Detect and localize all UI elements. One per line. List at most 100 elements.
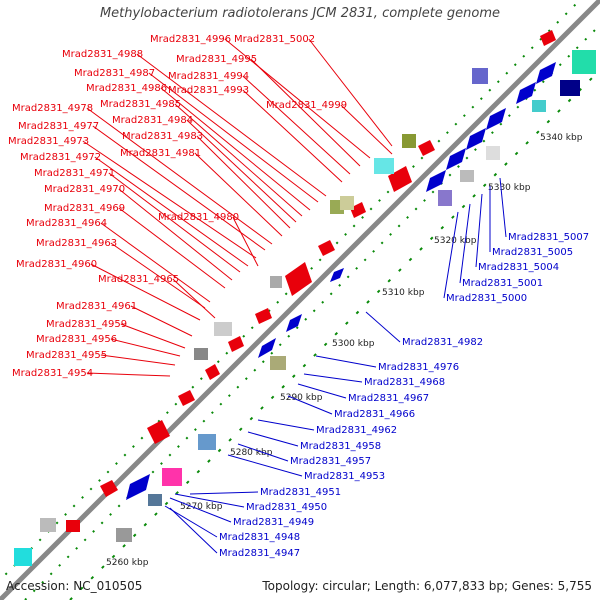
forward-gene-leader-line xyxy=(94,156,249,267)
gene-block xyxy=(148,494,162,506)
forward-gene-label: Mrad2831_4995 xyxy=(176,54,257,65)
forward-gene-leader-line xyxy=(108,172,241,273)
forward-gene-label: Mrad2831_4965 xyxy=(98,274,179,285)
forward-gene-label: Mrad2831_4981 xyxy=(120,148,201,159)
forward-gene-label: Mrad2831_4961 xyxy=(56,301,137,312)
gene-block xyxy=(472,68,488,84)
gene-block xyxy=(116,528,132,542)
reverse-gene-leader-line xyxy=(499,177,507,238)
reverse-gene-leader-line xyxy=(257,419,315,431)
reverse-gene-label: Mrad2831_4966 xyxy=(334,409,415,420)
reverse-gene-label: Mrad2831_4950 xyxy=(246,502,327,513)
gene-block xyxy=(270,276,282,288)
reverse-gene-leader-line xyxy=(443,211,459,299)
forward-gene-label: Mrad2831_4964 xyxy=(26,218,107,229)
gene-block xyxy=(228,336,244,352)
gene-block xyxy=(126,474,150,500)
forward-gene-label: Mrad2831_4984 xyxy=(112,115,193,126)
forward-gene-leader-line xyxy=(136,53,327,197)
gene-block xyxy=(572,50,596,74)
forward-gene-label: Mrad2831_4956 xyxy=(36,334,117,345)
reverse-gene-label: Mrad2831_5007 xyxy=(508,232,589,243)
forward-gene-label: Mrad2831_4999 xyxy=(266,100,347,111)
forward-gene-leader-line xyxy=(250,58,361,167)
reverse-gene-label: Mrad2831_4962 xyxy=(316,425,397,436)
gene-block xyxy=(532,100,546,112)
reverse-gene-leader-line xyxy=(169,497,232,523)
forward-gene-label: Mrad2831_4954 xyxy=(12,368,93,379)
scale-label: 5300 kbp xyxy=(332,339,375,349)
reverse-gene-label: Mrad2831_4967 xyxy=(348,393,429,404)
forward-gene-labels: Mrad2831_4954 Mrad2831_4955 Mrad2831_4956 M… xyxy=(8,34,393,379)
gene-block xyxy=(258,338,276,358)
forward-gene-label: Mrad2831_5002 xyxy=(234,34,315,45)
forward-gene-label: Mrad2831_4986 xyxy=(86,83,167,94)
forward-gene-leader-line xyxy=(172,278,216,319)
gene-block xyxy=(285,262,312,296)
gene-block xyxy=(516,82,536,104)
reverse-gene-label: Mrad2831_4957 xyxy=(290,456,371,467)
forward-gene-leader-line xyxy=(308,38,393,147)
reverse-gene-label: Mrad2831_5005 xyxy=(492,247,573,258)
forward-gene-label: Mrad2831_4977 xyxy=(18,121,99,132)
forward-gene-leader-line xyxy=(242,89,343,183)
reverse-gene-label: Mrad2831_4982 xyxy=(402,337,483,348)
forward-gene-leader-line xyxy=(148,72,319,203)
forward-gene-leader-line xyxy=(242,75,351,175)
gene-block xyxy=(66,520,80,532)
forward-gene-label: Mrad2831_4994 xyxy=(168,71,249,82)
reverse-gene-leader-line xyxy=(297,383,347,399)
forward-gene-leader-line xyxy=(194,152,283,237)
reverse-gene-leader-line xyxy=(227,454,303,477)
forward-gene-leader-line xyxy=(196,135,291,229)
gene-block xyxy=(147,420,170,444)
gene-block xyxy=(194,348,208,360)
gene-block xyxy=(466,128,486,150)
reverse-gene-leader-line xyxy=(174,493,245,508)
forward-gene-leader-line xyxy=(120,323,186,349)
scale-label: 5330 kbp xyxy=(488,183,531,193)
gene-block xyxy=(286,314,302,332)
reverse-gene-label: Mrad2831_4953 xyxy=(304,471,385,482)
forward-gene-leader-line xyxy=(100,354,176,366)
forward-gene-leader-line xyxy=(82,140,257,259)
gene-block xyxy=(540,30,556,46)
gene-block xyxy=(560,80,580,96)
reverse-gene-label: Mrad2831_4949 xyxy=(233,517,314,528)
gene-block xyxy=(198,434,216,450)
forward-gene-label: Mrad2831_4960 xyxy=(16,259,97,270)
reverse-gene-label: Mrad2831_4947 xyxy=(219,548,300,559)
forward-gene-label: Mrad2831_4971 xyxy=(34,168,115,179)
forward-gene-leader-line xyxy=(110,338,181,357)
gene-block xyxy=(426,170,446,192)
reverse-gene-leader-line xyxy=(315,355,377,368)
reverse-gene-label: Mrad2831_4951 xyxy=(260,487,341,498)
reverse-gene-leader-line xyxy=(189,491,259,495)
gene-block xyxy=(40,518,56,532)
gene-block xyxy=(14,548,32,566)
gene-block xyxy=(178,390,195,406)
forward-gene-label: Mrad2831_4973 xyxy=(8,136,89,147)
scale-label: 5290 kbp xyxy=(280,393,323,403)
forward-gene-leader-line xyxy=(92,125,266,251)
reverse-gene-leader-line xyxy=(169,507,218,554)
reverse-gene-leader-line xyxy=(365,311,401,343)
gene-block xyxy=(318,240,335,256)
reverse-gene-label: Mrad2831_4948 xyxy=(219,532,300,543)
reverse-gene-leader-line xyxy=(247,431,299,447)
gene-block xyxy=(438,190,452,206)
reverse-gene-label: Mrad2831_5004 xyxy=(478,262,559,273)
reverse-gene-label: Mrad2831_4958 xyxy=(300,441,381,452)
reverse-gene-label: Mrad2831_5001 xyxy=(462,278,543,289)
gene-block xyxy=(486,146,500,160)
forward-gene-label: Mrad2831_4988 xyxy=(62,49,143,60)
gene-block xyxy=(255,308,272,324)
reverse-gene-leader-line xyxy=(287,395,333,415)
reverse-gene-leader-line xyxy=(164,505,218,538)
accession-label: Accession: NC_010505 xyxy=(6,579,143,593)
forward-gene-label: Mrad2831_4963 xyxy=(36,238,117,249)
forward-gene-label: Mrad2831_4993 xyxy=(168,85,249,96)
